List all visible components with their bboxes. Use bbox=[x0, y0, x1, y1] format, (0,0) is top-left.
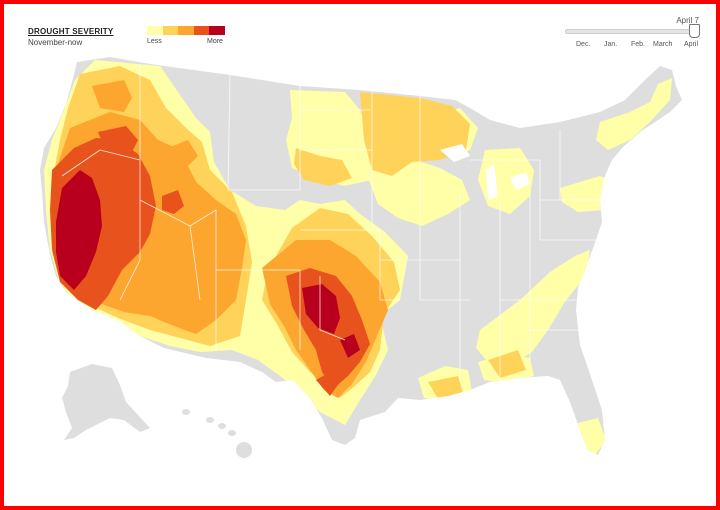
timeline-month-jan[interactable]: Jan. bbox=[604, 41, 618, 48]
great-lakes bbox=[440, 144, 530, 200]
hawaii-islands bbox=[182, 409, 252, 458]
timeline-month-april[interactable]: April bbox=[684, 41, 699, 48]
scale-swatch-d1 bbox=[162, 26, 178, 35]
legend-title: DROUGHT SEVERITY bbox=[28, 27, 114, 36]
scale-swatch-d4 bbox=[209, 26, 225, 35]
scale-less-label: Less bbox=[147, 38, 162, 45]
scale-swatch-d2 bbox=[178, 26, 194, 35]
timeline-current-date: April 7 bbox=[676, 16, 699, 25]
severity-scale bbox=[147, 26, 225, 35]
timeline-slider[interactable]: April 7 Dec. Jan. Feb. March April bbox=[565, 16, 705, 56]
scale-swatch-d3 bbox=[193, 26, 209, 35]
timeline-thumb[interactable] bbox=[689, 24, 700, 38]
alaska-landmass bbox=[62, 364, 150, 440]
timeline-month-feb[interactable]: Feb. bbox=[631, 41, 646, 48]
timeline-month-march[interactable]: March bbox=[653, 41, 673, 48]
scale-swatch-d0 bbox=[147, 26, 163, 35]
scale-more-label: More bbox=[207, 38, 223, 45]
state-borders bbox=[61, 64, 600, 380]
timeline-month-dec[interactable]: Dec. bbox=[576, 41, 591, 48]
drought-layer bbox=[44, 60, 672, 454]
legend-subtitle: November-now bbox=[28, 38, 83, 47]
drought-d4-areas bbox=[56, 170, 360, 358]
